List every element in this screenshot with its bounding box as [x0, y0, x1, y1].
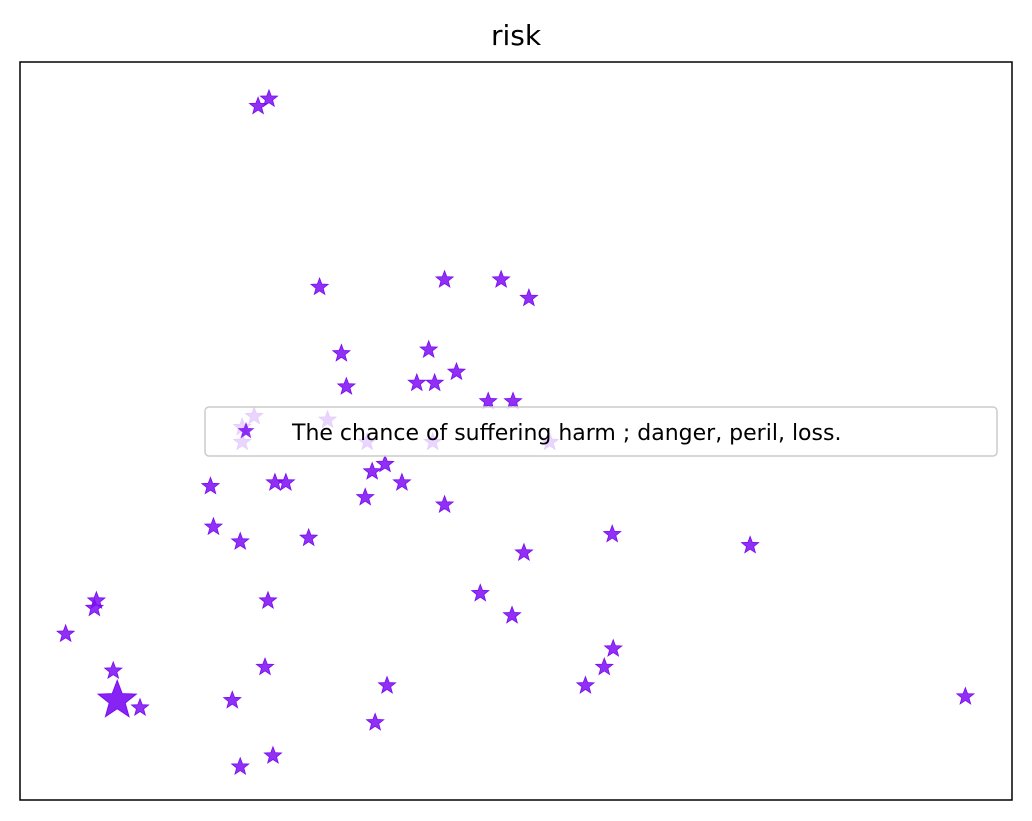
scatter-point	[434, 269, 455, 288]
scatter-point	[331, 343, 352, 362]
scatter-point	[259, 88, 279, 108]
scatter-point	[84, 597, 105, 617]
scatter-point	[255, 657, 275, 676]
scatter-point	[230, 531, 250, 550]
scatter-point	[478, 391, 498, 410]
scatter-point	[602, 524, 622, 543]
legend: The chance of suffering harm ; danger, p…	[204, 406, 998, 457]
scatter-point	[407, 372, 427, 392]
scatter-point	[375, 454, 395, 473]
scatter-point	[955, 686, 976, 705]
highlighted-point	[96, 678, 138, 718]
scatter-point	[276, 472, 296, 491]
scatter-point	[263, 745, 283, 764]
legend-label: The chance of suffering harm ; danger, p…	[291, 421, 841, 446]
scatter-point	[740, 535, 760, 554]
legend-box	[204, 406, 998, 457]
scatter-point	[355, 487, 375, 506]
scatter-point	[425, 372, 445, 392]
scatter-point	[258, 590, 278, 609]
scatter-point	[377, 675, 397, 694]
scatter-point	[362, 461, 382, 480]
scatter-point	[434, 494, 455, 514]
scatter-point	[203, 516, 224, 536]
scatter-point	[103, 660, 123, 680]
scatter-point	[514, 542, 534, 561]
scatter-point	[419, 339, 439, 359]
scatter-point	[502, 605, 522, 624]
scatter-point	[470, 583, 490, 602]
legend-star-marker	[237, 422, 255, 439]
scatter-point	[299, 527, 319, 547]
scatter-point	[336, 376, 357, 395]
scatter-point	[491, 269, 511, 288]
scatter-point	[603, 638, 623, 657]
scatter-point	[446, 361, 467, 381]
scatter-point	[200, 476, 221, 495]
scatter-point	[392, 472, 412, 491]
scatter-point	[519, 288, 539, 307]
scatter-point	[365, 712, 385, 731]
scatter-point	[55, 623, 76, 643]
scatter-point	[222, 690, 242, 709]
scatter-point	[130, 697, 150, 716]
scatter-point	[230, 756, 250, 775]
scatter-point	[594, 657, 614, 676]
chart-title: risk	[491, 19, 542, 52]
scatter-point	[575, 675, 596, 694]
scatter-point	[309, 276, 330, 296]
scatter-point	[503, 391, 523, 410]
